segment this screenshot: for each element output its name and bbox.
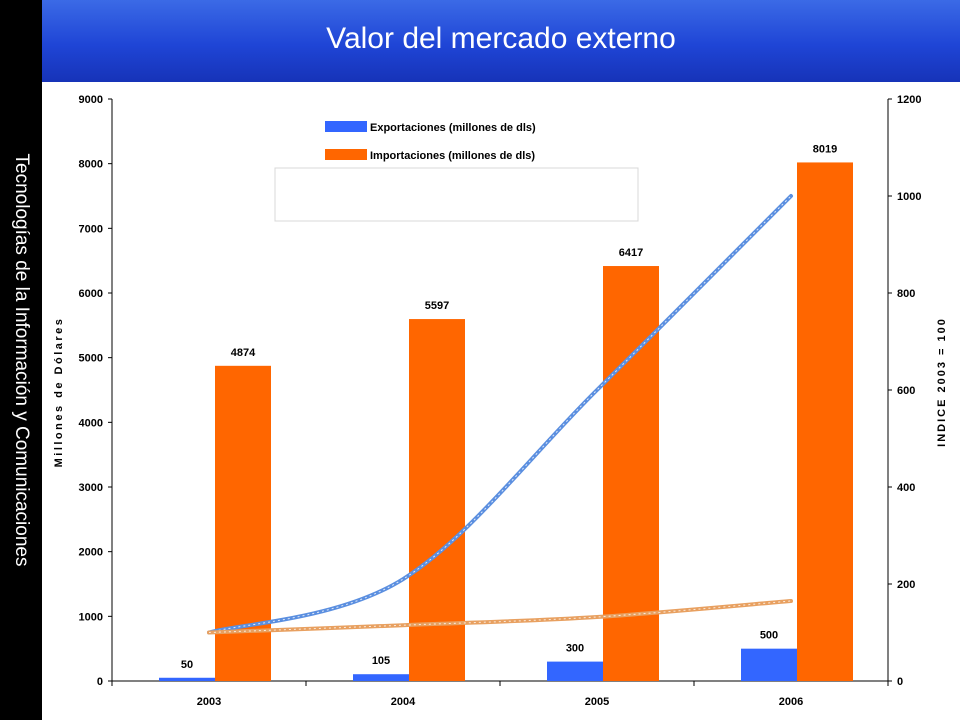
y2-tick-label: 0 [897,676,903,688]
chart-axes: 0 1000 2000 3000 4000 5000 6000 7000 8000 9000 0 20… [79,94,922,708]
x-tick-label: 2003 [197,696,221,708]
y-tick-label: 1000 [79,611,103,623]
legend-label-export: Exportaciones (millones de dls) [370,122,536,134]
bar-data-label: 50 [181,659,193,671]
import-bar [797,162,853,682]
bar-data-label: 8019 [813,143,837,155]
y2-tick-label: 200 [897,579,915,591]
sidebar-title: Tecnologías de la Información y Comunica… [11,153,32,567]
y-tick-label: 7000 [79,223,103,235]
y-tick-label: 5000 [79,353,103,365]
bar-data-label: 300 [566,643,584,655]
y-tick-label: 8000 [79,159,103,171]
import-index-line-highlight [208,600,792,633]
y-tick-label: 0 [97,676,103,688]
export-index-line-highlight [208,195,792,633]
chart-lines [207,194,793,635]
y2-tick-label: 400 [897,482,915,494]
chart-data-labels: 50 105 300 500 4874 5597 6417 8019 [181,143,837,670]
sidebar: Tecnologías de la Información y Comunica… [0,0,42,720]
chart-legend: Exportaciones (millones de dls) Importaci… [274,121,639,222]
y2-tick-label: 1000 [897,191,921,203]
y2-tick-label: 600 [897,385,915,397]
bar-data-label: 4874 [231,347,256,359]
x-tick-label: 2005 [585,696,609,708]
export-bar [159,677,215,681]
page-title: Valor del mercado externo [326,22,676,55]
chart: 0 1000 2000 3000 4000 5000 6000 7000 8000 9000 0 20… [53,94,948,708]
import-bar [603,266,659,681]
y-tick-label: 2000 [79,547,103,559]
y2-axis-label: INDICE 2003 = 100 [936,317,948,447]
legend-swatch-export [325,121,367,132]
legend-swatch-import [325,149,367,160]
y2-tick-label: 800 [897,288,915,300]
header-banner: Valor del mercado externo [42,0,960,82]
export-bar [547,661,603,681]
export-bar [741,648,797,681]
y2-tick-label: 1200 [897,94,921,106]
export-bar [353,674,409,681]
import-bar [409,319,465,681]
y-axis-label: Millones de Dólares [53,317,65,468]
bar-data-label: 5597 [425,300,449,312]
legend-empty-box [274,167,639,222]
y-tick-label: 4000 [79,417,103,429]
export-index-line [207,194,793,635]
legend-label-import: Importaciones (millones de dls) [370,150,535,162]
bar-data-label: 500 [760,630,778,642]
bar-data-label: 105 [372,655,390,667]
y-tick-label: 6000 [79,288,103,300]
x-tick-label: 2004 [391,696,416,708]
y-tick-label: 3000 [79,482,103,494]
y-tick-label: 9000 [79,94,103,106]
bar-data-label: 6417 [619,247,643,259]
x-tick-label: 2006 [779,696,803,708]
